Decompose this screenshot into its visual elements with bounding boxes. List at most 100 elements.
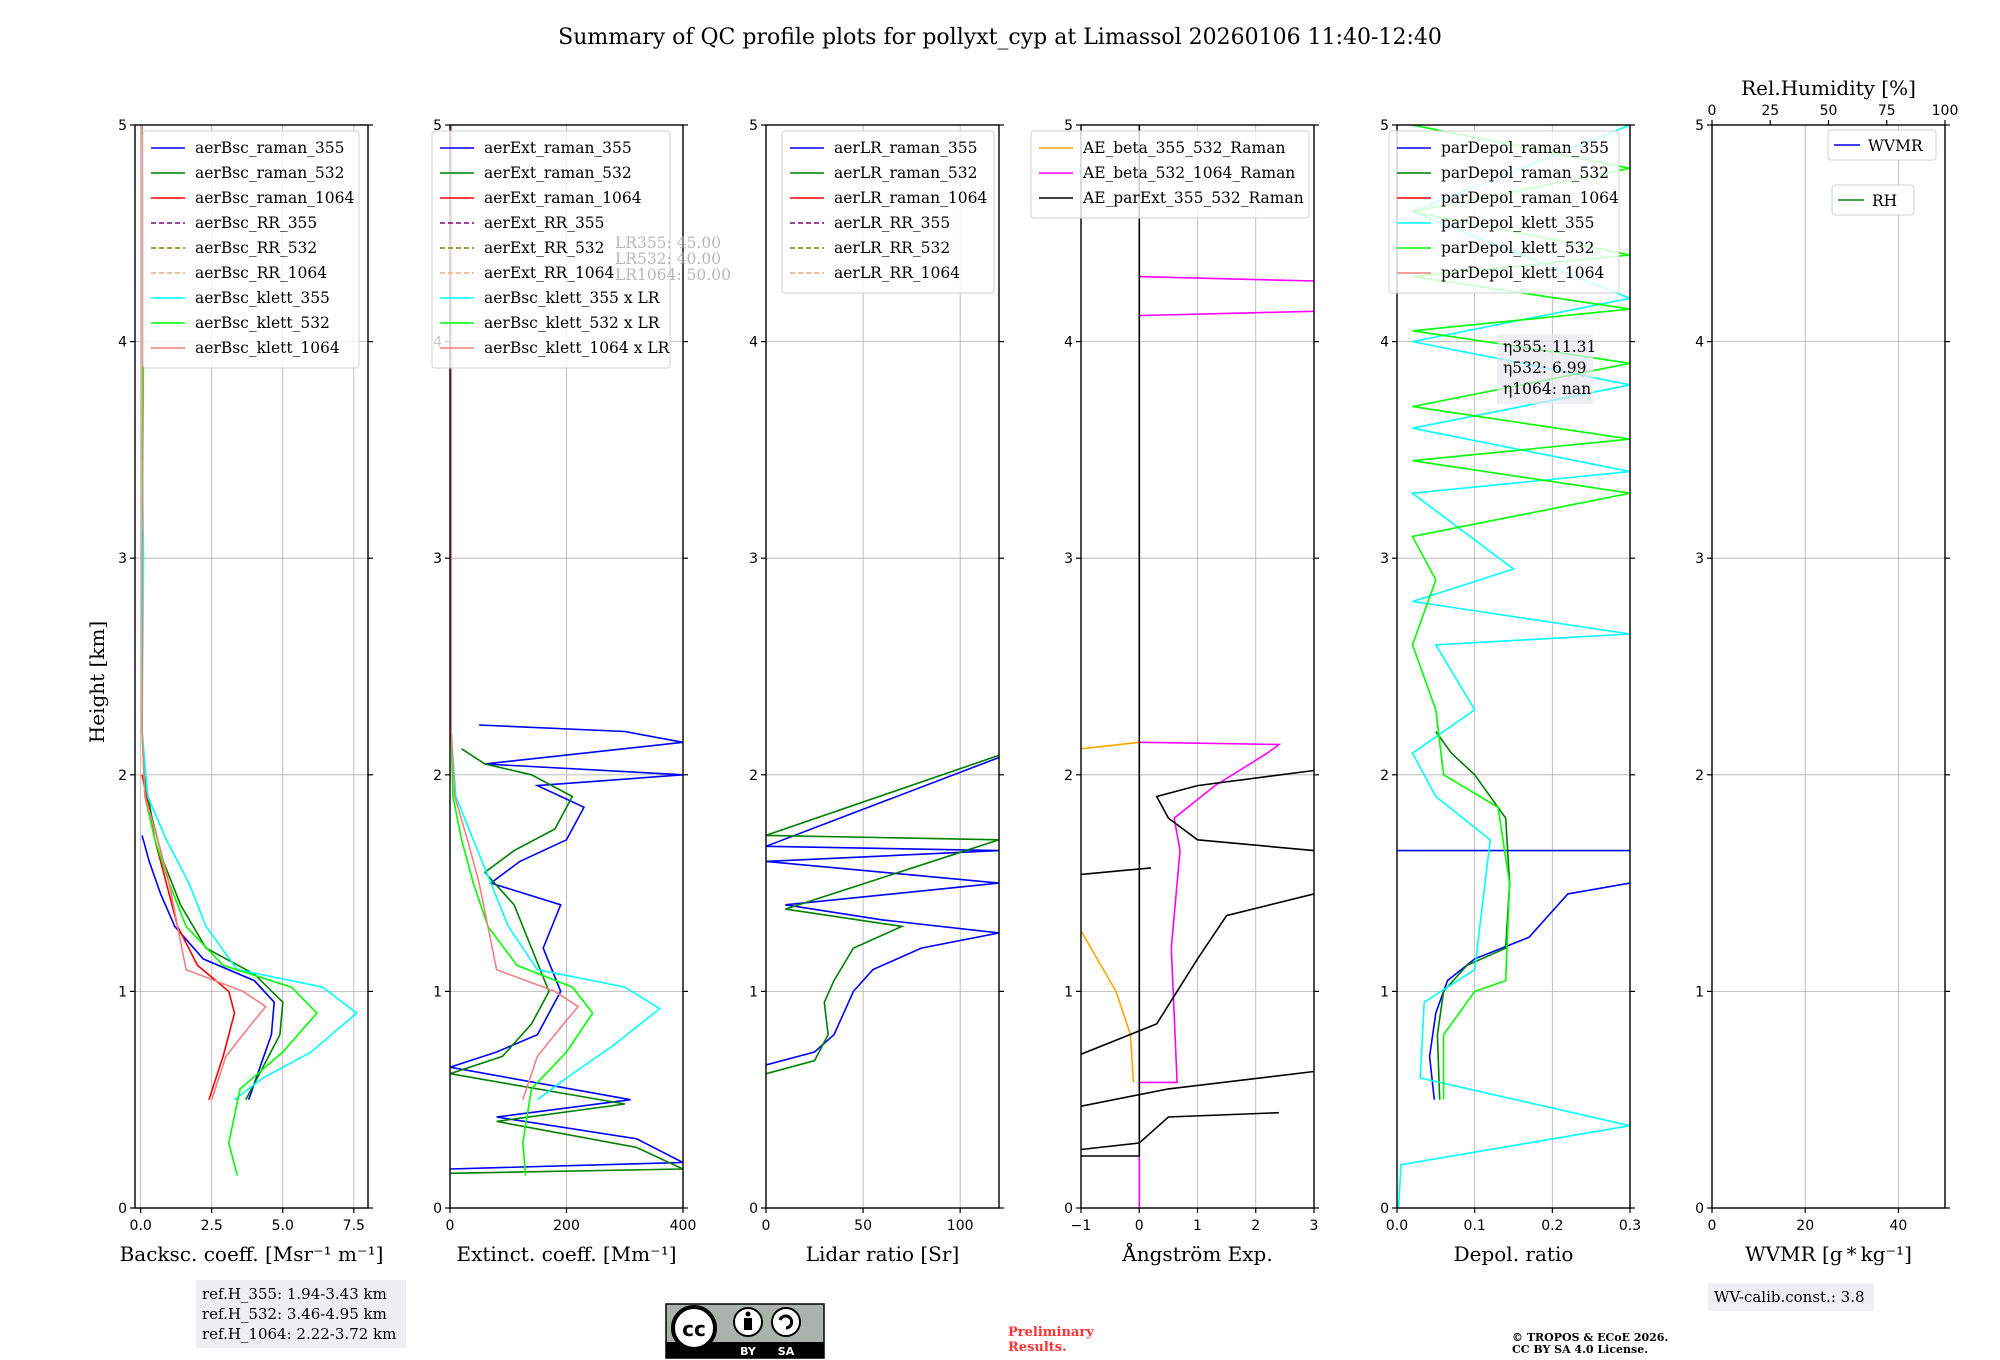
eta-annotation: η355: 11.31: [1503, 338, 1596, 356]
legend-entry: parDepol_klett_1064: [1441, 264, 1604, 282]
top-tick-label: 100: [1932, 103, 1959, 119]
series-line-AE_parExt_355_532_Raman_e: [1081, 867, 1151, 876]
legend-entry: WVMR: [1868, 137, 1924, 155]
legend-entry: parDepol_klett_355: [1441, 214, 1594, 232]
series-line-AE_parExt_355_532_Raman_f: [1155, 769, 1314, 852]
series-line-aerBsc_klett_532 x LR: [450, 125, 594, 1176]
legend-box: [142, 130, 360, 369]
x-tick-label: 0.0: [130, 1218, 152, 1234]
legend-entry: aerLR_raman_1064: [834, 189, 987, 207]
y-tick-label: 5: [433, 118, 442, 134]
y-tick-label: 5: [1695, 118, 1704, 134]
y-tick-label: 4: [118, 335, 127, 351]
copyright-line-2: CC BY SA 4.0 License.: [1512, 1343, 1648, 1356]
legend-entry: parDepol_raman_355: [1441, 139, 1609, 157]
legend-entry: aerBsc_RR_532: [195, 239, 317, 257]
x-tick-label: 40: [1889, 1218, 1907, 1234]
series-group: [1081, 125, 1314, 1208]
panels: 0 1 2 3 4 5 0.0 2.5 5.0 7.5 Backsc. coeff. [Msr⁻¹ …: [118, 76, 1958, 1266]
legend-entry: aerBsc_raman_355: [195, 139, 345, 157]
x-tick-label: −1: [1071, 1218, 1092, 1234]
y-tick-label: 1: [1380, 984, 1389, 1000]
legend-angstrom: AE_beta_355_532_Raman AE_beta_532_1064_Ra…: [1030, 130, 1310, 219]
legend-box: [1030, 130, 1310, 219]
legend-entry: aerLR_raman_532: [834, 164, 977, 182]
wv-calib-box: WV-calib.const.: 3.8: [1708, 1283, 1874, 1311]
series-line-AE_beta_532_1064_Raman_upper: [1139, 310, 1314, 317]
y-tick-label: 1: [1064, 984, 1073, 1000]
x-tick-label: 0: [446, 1218, 455, 1234]
panel-backscatter: 0 1 2 3 4 5 0.0 2.5 5.0 7.5 Backsc. coeff. [Msr⁻¹ …: [118, 118, 383, 1266]
y-tick-label: 0: [118, 1201, 127, 1217]
axes-frame: [765, 124, 1000, 1209]
legend-entry: aerExt_raman_355: [484, 139, 632, 157]
ref-height-355: ref.H_355: 1.94-3.43 km: [202, 1285, 387, 1303]
top-tick-label: 25: [1761, 103, 1779, 119]
y-tick-label: 3: [433, 551, 442, 567]
legend-entry: aerBsc_klett_532: [195, 314, 330, 332]
series-line-AE_parExt_355_532_Raman_d: [1081, 893, 1314, 1055]
y-tick-label: 3: [749, 551, 758, 567]
y-tick-label: 4: [1380, 335, 1389, 351]
legend-box: [781, 130, 995, 294]
series-group: [141, 125, 358, 1176]
cc-license-badge: cc BY SA: [665, 1303, 825, 1359]
preliminary-line-2: Results.: [1008, 1340, 1067, 1355]
y-tick-label: 3: [1064, 551, 1073, 567]
x-tick-label: 3: [1310, 1218, 1319, 1234]
axes-frame: [1711, 124, 1946, 1209]
cc-icon: cc: [682, 1317, 706, 1341]
y-tick-label: 5: [749, 118, 758, 134]
legend-entry: parDepol_klett_532: [1441, 239, 1594, 257]
legend-entry: AE_beta_355_532_Raman: [1082, 139, 1285, 157]
x-axis-label: WVMR [g * kg⁻¹]: [1745, 1242, 1912, 1266]
legend-entry: parDepol_raman_532: [1441, 164, 1609, 182]
legend-entry: aerLR_RR_355: [834, 214, 950, 232]
legend-box: [431, 130, 671, 369]
copyright-line-1: © TROPOS & ECoE 2026.: [1512, 1331, 1668, 1344]
legend-entry: aerExt_RR_355: [484, 214, 605, 232]
series-group: [450, 125, 683, 1176]
legend-entry: parDepol_raman_1064: [1441, 189, 1619, 207]
legend-extinction: aerExt_raman_355 aerExt_raman_532 aerExt_r…: [431, 130, 671, 369]
ref-height-1064: ref.H_1064: 2.22-3.72 km: [202, 1325, 396, 1343]
x-tick-label: 100: [947, 1218, 974, 1234]
y-axis-label: Height [km]: [85, 621, 109, 743]
series-line-aerBsc_raman_532: [141, 731, 284, 1101]
x-tick-label: 400: [670, 1218, 697, 1234]
top-tick-label: 0: [1708, 103, 1717, 119]
series-line-AE_parExt_355_532_Raman_b: [1081, 1111, 1280, 1151]
y-tick-label: 1: [433, 984, 442, 1000]
legend-entry: aerBsc_klett_355 x LR: [484, 289, 661, 307]
series-line-parDepol_raman_355: [1428, 882, 1630, 1100]
legend-entry: AE_parExt_355_532_Raman: [1082, 189, 1304, 207]
legend-entry: AE_beta_532_1064_Raman: [1082, 164, 1295, 182]
y-tick-label: 2: [433, 768, 442, 784]
by-label: BY: [740, 1345, 757, 1358]
legend-box: [1388, 130, 1620, 294]
legend-entry: aerBsc_RR_355: [195, 214, 317, 232]
y-tick-label: 4: [749, 335, 758, 351]
axes-frame: [1396, 124, 1631, 1209]
legend-entry: aerBsc_RR_1064: [195, 264, 327, 282]
legend-entry: aerBsc_klett_532 x LR: [484, 314, 661, 332]
ref-heights-box: ref.H_355: 1.94-3.43 km ref.H_532: 3.46-…: [196, 1280, 406, 1348]
y-tick-label: 0: [1064, 1201, 1073, 1217]
series-line-aerBsc_raman_355: [141, 835, 276, 1100]
panel-extinction: 0123450200400Extinct. coeff. [Mm⁻¹]aerEx…: [431, 118, 731, 1266]
y-tick-label: 0: [749, 1201, 758, 1217]
x-axis-label: Extinct. coeff. [Mm⁻¹]: [456, 1242, 676, 1266]
x-tick-label: 200: [553, 1218, 580, 1234]
eta-annotation: η1064: nan: [1503, 380, 1591, 398]
x-tick-label: 0.0: [1386, 1218, 1408, 1234]
ref-height-532: ref.H_532: 3.46-4.95 km: [202, 1305, 387, 1323]
legend-entry: aerExt_raman_1064: [484, 189, 642, 207]
sa-icon: [771, 1307, 801, 1337]
legend-depol: parDepol_raman_355 parDepol_raman_532 parD…: [1388, 130, 1620, 294]
legend-wvmr: WVMR RH: [1827, 129, 1937, 216]
